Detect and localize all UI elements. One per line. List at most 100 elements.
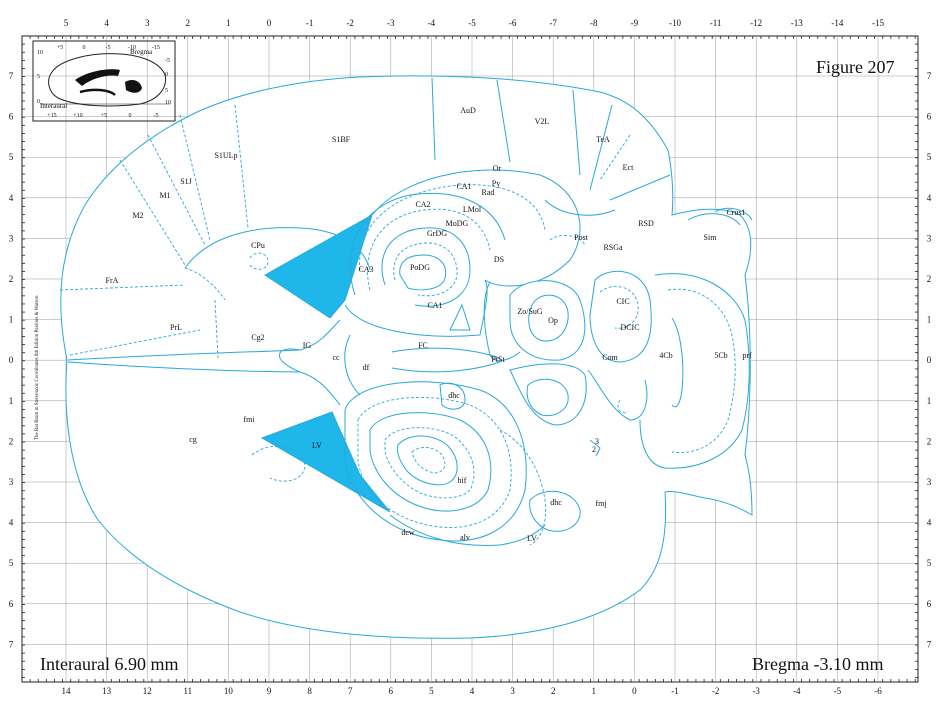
lower-colliculus — [509, 363, 587, 426]
region-label-dcic: DCIC — [620, 323, 639, 332]
cpu-loop — [249, 252, 269, 270]
boundary-ect — [599, 134, 631, 181]
inset-bottom-tick: -5 — [154, 113, 159, 119]
grdg — [393, 242, 458, 297]
region-label-ca3: CA3 — [358, 265, 373, 274]
left-axis-tick: 6 — [9, 599, 14, 609]
top-axis-tick: -3 — [387, 18, 395, 28]
boundary-v2l-tea — [572, 89, 581, 176]
inset-left-tick: 5 — [37, 74, 40, 80]
left-axis-tick: 4 — [9, 193, 14, 203]
bottom-axis-tick: 4 — [470, 686, 475, 696]
inset-ticks: +5 0 -5 -10 -15 +15 +10 +5 0 -5 10 5 0 -5 0 5 10 — [37, 45, 171, 119]
top-axis-tick: -4 — [428, 18, 436, 28]
left-axis-tick: 1 — [9, 315, 14, 325]
region-label-fmj: fmj — [595, 499, 606, 508]
top-axis-tick: 5 — [64, 18, 69, 28]
bottom-axis-tick: 1 — [592, 686, 597, 696]
bottom-axis-tick: 8 — [307, 686, 312, 696]
region-label-ptst: PtSt — [491, 355, 505, 364]
lmol — [367, 208, 491, 291]
boundary-fra-prl — [59, 284, 186, 291]
podg — [399, 254, 447, 291]
top-axis-tick: -7 — [549, 18, 557, 28]
inset-sagittal: Bregma Interaural +5 0 -5 -10 -15 +15 +10 +5 0 -5… — [32, 40, 176, 122]
sim-lobule — [687, 213, 741, 226]
region-label-cic: CIC — [616, 297, 629, 306]
inset-left-tick: 10 — [37, 50, 43, 56]
bottom-axis-tick: 14 — [62, 686, 72, 696]
op-region — [528, 294, 569, 342]
ig-loop — [278, 348, 301, 373]
bottom-axis-tick: 12 — [143, 686, 152, 696]
cerebellum-layer — [667, 288, 736, 453]
top-axis-tick: 3 — [145, 18, 150, 28]
left-axis-tick: 2 — [9, 436, 14, 446]
bottom-axis-tick: -6 — [874, 686, 882, 696]
cic-boundary — [599, 285, 639, 329]
cc-upper — [67, 319, 341, 361]
region-label-podg: PoDG — [410, 263, 430, 272]
inset-brain-outline — [48, 53, 167, 107]
fc-upper — [391, 347, 501, 359]
left-axis-tick: 2 — [9, 274, 14, 284]
brain-section — [59, 75, 753, 639]
region-label-fivecb: 5Cb — [714, 351, 727, 360]
inset-top-tick: 0 — [83, 45, 86, 51]
region-label-ds: DS — [494, 255, 504, 264]
top-axis-tick: -2 — [346, 18, 354, 28]
bottom-axis-tick: -4 — [793, 686, 801, 696]
bottom-axis-tick: 9 — [267, 686, 272, 696]
region-label-cg2: Cg2 — [251, 333, 264, 342]
right-axis-tick: 7 — [927, 639, 932, 649]
bottom-axis-tick: 2 — [551, 686, 556, 696]
region-label-dcw: dcw — [401, 528, 415, 537]
left-axis-tick: 3 — [9, 233, 14, 243]
region-label-fra: FrA — [106, 276, 119, 285]
region-label-ca2: CA2 — [415, 200, 430, 209]
rsga-path — [544, 199, 616, 216]
boundary-prl — [69, 329, 201, 356]
region-label-s1bf: S1BF — [332, 135, 351, 144]
hippocampus-upper-or — [359, 184, 546, 271]
region-label-rsd: RSD — [638, 219, 654, 228]
bottom-axis-tick: 10 — [224, 686, 234, 696]
region-label-fc: FC — [418, 341, 428, 350]
inset-bottom-tick: +5 — [101, 113, 107, 119]
boundary-aud-v2l — [496, 79, 511, 163]
num-marker — [589, 439, 601, 457]
lateral-ventricle-lower — [260, 411, 391, 513]
region-label-cg: cg — [189, 435, 197, 444]
inset-bottom-tick: +10 — [73, 113, 82, 119]
region-label-rad: Rad — [482, 188, 495, 197]
cerebellum-outer — [639, 273, 750, 469]
inset-section-line — [79, 88, 116, 96]
region-label-v2l: V2L — [535, 117, 550, 126]
top-axis-tick: -9 — [631, 18, 639, 28]
axes: 5 4 3 2 1 0 -1 -2 -3 -4 -5 -6 -7 -8 -9 -10 -11 -12 -13 -14-… — [9, 18, 932, 696]
hippocampus-lower-outer — [344, 381, 527, 542]
df-curve — [344, 334, 361, 396]
region-label-aud: AuD — [460, 106, 476, 115]
dhc-upper-loop — [439, 382, 466, 410]
hippo-notch — [449, 303, 471, 331]
bregma-label: Bregma -3.10 mm — [752, 654, 883, 674]
region-label-ect: Ect — [623, 163, 634, 172]
hippocampus-lower-dg — [384, 427, 475, 499]
right-axis-tick: 3 — [927, 233, 932, 243]
lower-op — [526, 378, 569, 417]
inset-mark-small — [125, 80, 142, 93]
right-axis-tick: 6 — [927, 112, 932, 122]
cc-lower — [67, 361, 341, 406]
bottom-axis-tick: 0 — [632, 686, 637, 696]
fc-lower — [391, 361, 501, 373]
region-label-lv: LV — [312, 441, 322, 450]
boundary-m2-m1 — [119, 159, 186, 266]
brain-outline — [60, 75, 753, 639]
right-axis-tick: 5 — [927, 558, 932, 568]
right-axis-tick: 1 — [927, 396, 932, 406]
top-axis-tick: 2 — [186, 18, 191, 28]
side-credit: The Rat Brain in Stereotaxic Coordinates… — [35, 295, 40, 440]
boundary-m1-s1j — [147, 134, 206, 246]
region-label-lmol: LMol — [463, 205, 482, 214]
